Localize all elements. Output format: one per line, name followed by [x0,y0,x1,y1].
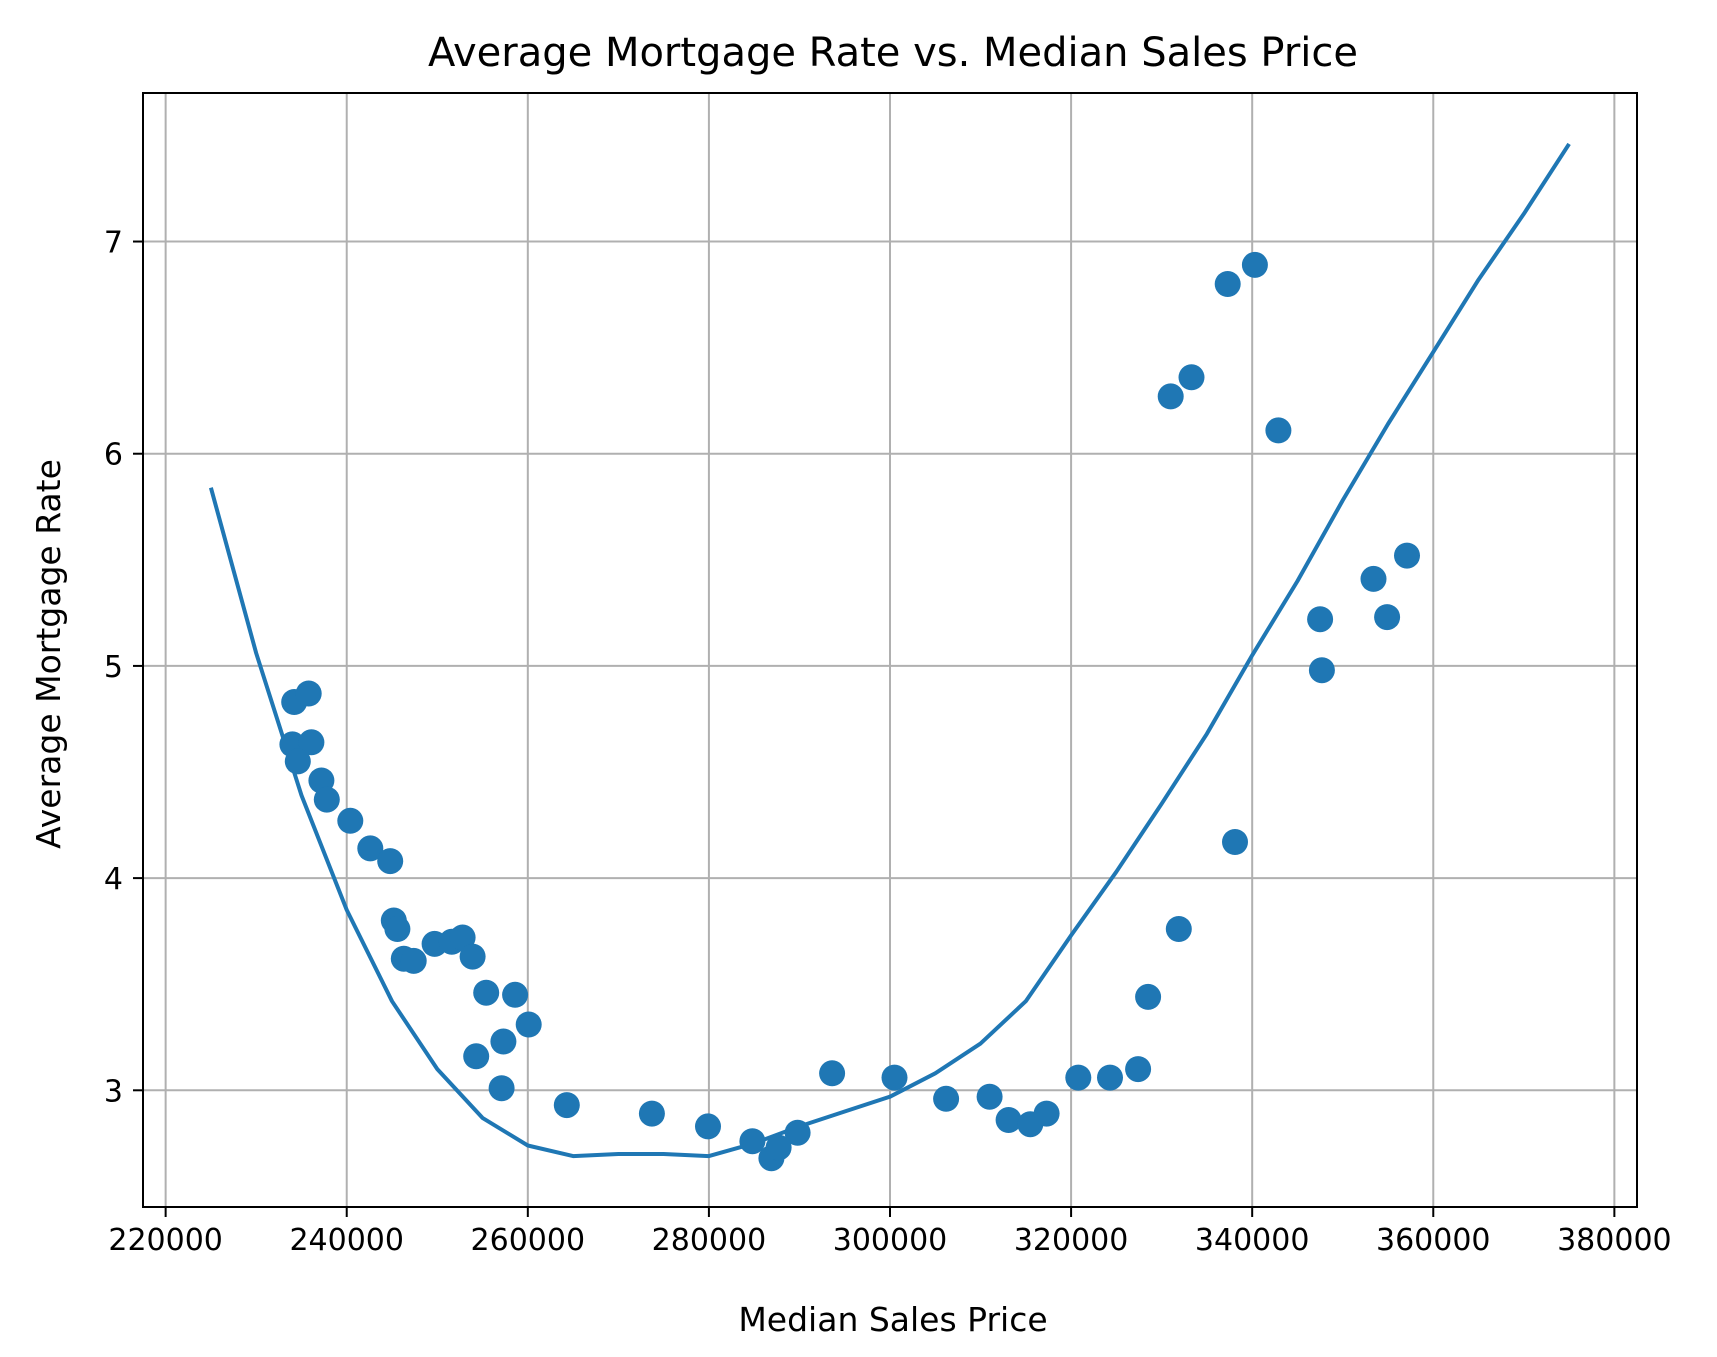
data-point [765,1134,792,1161]
data-point [638,1100,665,1127]
x-tick-label: 360000 [1376,1223,1491,1258]
data-point [819,1060,846,1087]
x-axis-ticks: 220000 240000 260000 280000 300000 320000 3400… [108,1207,1672,1258]
data-point [313,786,340,813]
data-point [1307,606,1334,633]
data-points [279,251,1420,1172]
x-tick-label: 320000 [1014,1223,1129,1258]
x-tick-label: 220000 [108,1223,223,1258]
data-point [739,1128,766,1155]
x-tick-label: 340000 [1195,1223,1310,1258]
data-point [1394,542,1420,569]
data-point [881,1064,908,1091]
data-point [459,943,486,970]
data-point [1241,251,1268,278]
y-tick-label: 4 [104,862,123,897]
data-point [976,1083,1003,1110]
y-tick-label: 7 [104,226,123,261]
data-point [298,729,325,756]
x-axis-title: Median Sales Price [738,1300,1047,1339]
fit-curve-layer [208,142,1571,1159]
data-point [1214,271,1241,297]
data-point [449,924,476,951]
x-tick-label: 300000 [833,1223,948,1258]
fit-curve [208,142,1571,1159]
x-tick-label: 260000 [471,1223,586,1258]
data-point [1125,1056,1152,1083]
y-tick-label: 6 [104,438,123,473]
data-point [488,1075,515,1102]
x-tick-label: 380000 [1557,1223,1672,1258]
data-point [1157,383,1184,410]
data-point [695,1113,721,1140]
data-point [1065,1064,1092,1091]
data-point [284,748,311,775]
data-point [1222,829,1248,855]
data-point [337,807,364,834]
y-axis-ticks: 3 4 5 6 7 [104,226,143,1109]
data-point [995,1107,1022,1133]
data-point [473,979,500,1006]
data-point [1097,1064,1123,1091]
grid-lines [143,93,1637,1207]
data-point [553,1092,580,1119]
x-tick-label: 280000 [652,1223,767,1258]
y-axis-title: Average Mortgage Rate [29,459,68,849]
data-point [1033,1100,1060,1127]
data-point [377,848,404,875]
data-point [400,947,427,974]
data-point [1308,657,1335,684]
data-point [933,1085,960,1112]
chart-title: Average Mortgage Rate vs. Median Sales P… [428,30,1358,76]
data-point [357,835,384,862]
data-point [463,1043,490,1070]
y-tick-label: 3 [104,1074,123,1109]
data-point [384,916,411,942]
data-point [1360,565,1387,592]
data-point [502,981,529,1008]
y-tick-label: 5 [104,650,123,685]
data-point [1165,916,1192,942]
data-point [515,1011,542,1038]
data-point [1178,364,1205,391]
x-tick-label: 240000 [289,1223,404,1258]
data-point [295,680,322,707]
data-point [1374,604,1401,631]
data-point [490,1028,517,1055]
data-point [1265,417,1292,444]
data-point [1135,983,1162,1010]
data-point [784,1119,811,1146]
